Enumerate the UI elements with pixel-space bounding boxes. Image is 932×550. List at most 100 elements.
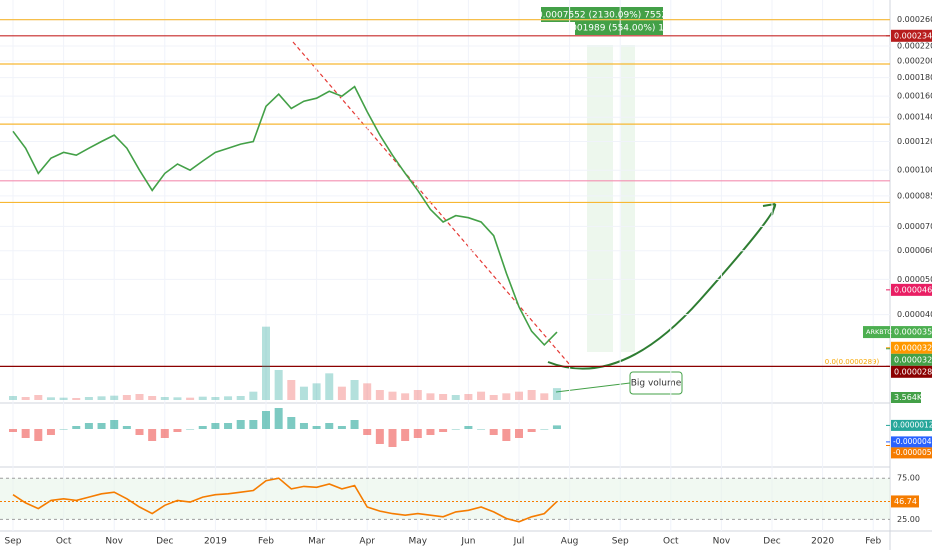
bar xyxy=(224,423,233,429)
label-box xyxy=(575,21,663,35)
price-label: 0.0000288 xyxy=(894,367,932,376)
bar xyxy=(148,429,157,441)
bar xyxy=(173,397,182,400)
target-zone xyxy=(587,45,613,352)
bar xyxy=(262,326,270,400)
y-tick-label: 0.0000400 xyxy=(897,310,932,319)
bar xyxy=(312,426,321,429)
y-tick-label: 0.0001800 xyxy=(897,73,932,82)
y-tick-label: 0.0001200 xyxy=(897,137,932,146)
bar xyxy=(401,429,410,441)
bar xyxy=(274,370,283,400)
bar xyxy=(337,426,346,429)
price-label: 0.0000468 xyxy=(894,285,932,294)
x-tick-label: Feb xyxy=(865,537,881,547)
macd-label: -0.0000055 xyxy=(893,448,932,457)
x-tick-label: Oct xyxy=(663,537,679,547)
bar xyxy=(198,426,207,429)
price-label: 0.0002347 xyxy=(894,31,932,40)
price-label-box xyxy=(891,365,932,378)
x-tick-label: 2019 xyxy=(204,537,227,547)
bar xyxy=(110,420,119,429)
target-text: 0.0001989 (554.00%) 1989 xyxy=(557,24,682,34)
macd-label-box xyxy=(891,447,932,459)
bar xyxy=(325,373,334,400)
x-tick-label: Aug xyxy=(561,537,579,547)
callout: Big volume xyxy=(555,371,683,395)
bar xyxy=(388,391,397,400)
x-tick-label: Oct xyxy=(56,537,72,547)
bar xyxy=(375,429,384,444)
x-tick-label: Mar xyxy=(308,537,325,547)
bar xyxy=(287,417,296,429)
bar xyxy=(46,397,55,400)
callout-box xyxy=(629,371,683,395)
bar xyxy=(337,386,346,400)
bar xyxy=(236,420,245,429)
x-tick-label: Sep xyxy=(5,537,22,547)
price-label-box xyxy=(891,29,932,42)
bar xyxy=(426,393,435,400)
x-tick-label: Nov xyxy=(105,537,123,547)
bar xyxy=(439,429,448,432)
bar xyxy=(249,391,258,400)
bar xyxy=(325,423,334,429)
callout-text: Big volume xyxy=(631,379,682,389)
x-tick-label: Sep xyxy=(612,537,629,547)
x-tick-label: Jul xyxy=(513,537,525,547)
x-tick-label: Jun xyxy=(460,537,475,547)
x-tick-label: Nov xyxy=(713,537,731,547)
price-label: 0.0000324 xyxy=(894,343,932,352)
bar xyxy=(540,393,549,400)
bar xyxy=(59,397,68,400)
y-tick-label: 0.0000500 xyxy=(897,275,932,284)
bar xyxy=(477,391,486,400)
bar xyxy=(489,429,498,435)
x-tick-label: 2020 xyxy=(811,537,834,547)
bar xyxy=(489,395,498,400)
symbol-label: ARKBTC xyxy=(866,328,892,336)
price-line xyxy=(12,85,558,347)
projection-arrow xyxy=(547,203,777,370)
label-box xyxy=(541,7,663,22)
bar xyxy=(413,390,422,400)
macd-label-box xyxy=(891,419,932,431)
price-label-box xyxy=(891,283,932,296)
bar xyxy=(363,429,372,435)
bar xyxy=(287,380,296,400)
bar xyxy=(59,429,68,430)
price-label-box xyxy=(891,341,932,354)
macd-label-box xyxy=(891,436,932,448)
bar xyxy=(350,420,359,429)
bar xyxy=(34,395,43,400)
bar xyxy=(72,398,81,400)
bar xyxy=(274,408,283,429)
y-tick-label: 0.0000600 xyxy=(897,246,932,255)
rsi-band xyxy=(0,478,890,520)
price-line xyxy=(12,477,558,523)
rsi-label-box xyxy=(891,495,919,508)
bar xyxy=(464,426,473,429)
y-tick-label: 0.0002000 xyxy=(897,57,932,66)
bar xyxy=(439,394,448,400)
x-tick-label: Apr xyxy=(359,537,375,547)
rsi-label: 46.74 xyxy=(894,497,917,506)
bar xyxy=(21,397,30,400)
bar xyxy=(186,429,195,430)
bar xyxy=(122,395,131,400)
bar xyxy=(515,391,523,400)
bar xyxy=(160,397,169,400)
bar xyxy=(388,429,397,447)
bar xyxy=(451,395,460,400)
bar xyxy=(527,429,536,432)
bar xyxy=(186,397,195,400)
bar xyxy=(122,426,131,429)
bar xyxy=(413,429,422,438)
y-tick-label: 75.00 xyxy=(897,474,920,483)
bar xyxy=(451,429,460,430)
bar xyxy=(299,386,308,400)
y-tick-label: 25.00 xyxy=(897,515,920,524)
x-tick-label: May xyxy=(408,537,427,547)
y-tick-label: 0.0000700 xyxy=(897,222,932,231)
